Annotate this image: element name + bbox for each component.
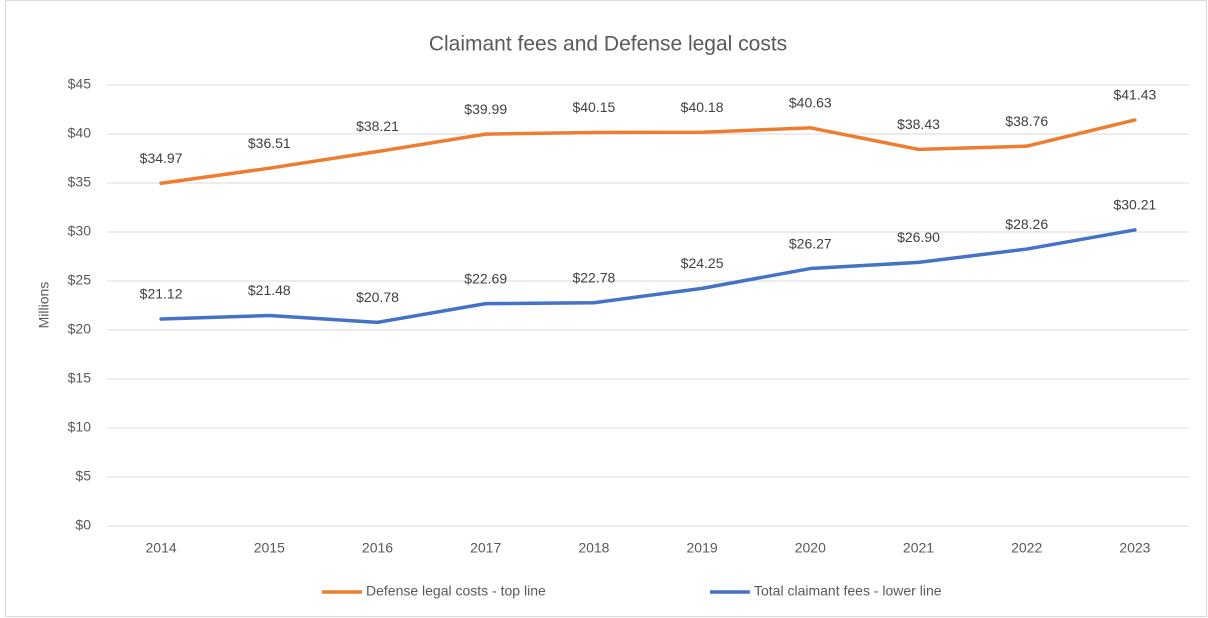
data-label: $20.78 (356, 289, 399, 305)
data-label: $21.48 (248, 282, 291, 298)
data-label: $39.99 (464, 101, 507, 117)
y-tick-label: $20 (68, 321, 92, 337)
x-tick-label: 2021 (903, 540, 934, 556)
y-tick-label: $10 (68, 419, 92, 435)
data-label: $40.15 (572, 99, 615, 115)
series-line (159, 228, 1137, 325)
y-tick-label: $25 (68, 272, 92, 288)
legend-label: Total claimant fees - lower line (754, 583, 942, 599)
data-label: $38.43 (897, 116, 940, 132)
y-tick-label: $0 (75, 517, 91, 533)
data-label: $38.21 (356, 118, 399, 134)
data-label: $21.12 (140, 286, 183, 302)
legend-label: Defense legal costs - top line (366, 583, 546, 599)
data-label: $24.25 (681, 255, 724, 271)
y-tick-label: $40 (68, 125, 92, 141)
x-tick-label: 2014 (146, 540, 177, 556)
data-label: $22.69 (464, 270, 507, 286)
data-label: $41.43 (1113, 87, 1156, 103)
x-tick-label: 2023 (1119, 540, 1150, 556)
y-tick-label: $30 (68, 223, 92, 239)
data-label: $22.78 (572, 269, 615, 285)
x-tick-label: 2016 (362, 540, 393, 556)
data-label: $34.97 (140, 150, 183, 166)
x-tick-label: 2019 (687, 540, 718, 556)
data-label: $36.51 (248, 135, 291, 151)
data-label: $26.90 (897, 229, 940, 245)
y-tick-label: $35 (68, 174, 92, 190)
y-axis-label: Millions (36, 282, 52, 329)
y-tick-label: $5 (75, 468, 91, 484)
chart-border (5, 0, 1207, 617)
data-label: $40.18 (681, 99, 724, 115)
x-tick-label: 2015 (254, 540, 285, 556)
x-tick-label: 2022 (1011, 540, 1042, 556)
data-label: $40.63 (789, 95, 832, 111)
y-tick-label: $15 (68, 370, 92, 386)
chart-title: Claimant fees and Defense legal costs (429, 33, 787, 56)
series-line (159, 118, 1137, 186)
y-tick-label: $45 (68, 76, 92, 92)
data-label: $28.26 (1005, 216, 1048, 232)
data-label: $38.76 (1005, 113, 1048, 129)
x-tick-label: 2017 (470, 540, 501, 556)
data-label: $26.27 (789, 235, 832, 251)
data-label: $30.21 (1113, 197, 1156, 213)
x-tick-label: 2020 (795, 540, 826, 556)
x-tick-label: 2018 (578, 540, 609, 556)
